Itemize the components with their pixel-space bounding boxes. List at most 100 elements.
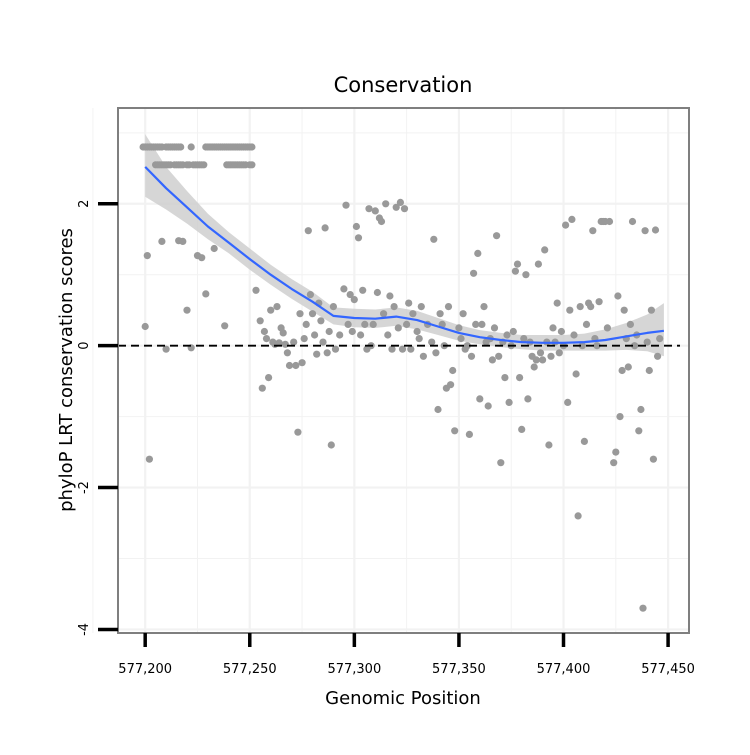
data-point — [394, 324, 402, 332]
data-point — [177, 143, 185, 151]
data-point — [340, 285, 348, 293]
data-point — [654, 352, 662, 360]
data-point — [459, 310, 467, 318]
data-point — [365, 205, 373, 213]
data-point — [396, 198, 404, 206]
data-point — [256, 317, 264, 325]
data-point — [490, 324, 499, 332]
data-point — [649, 455, 658, 463]
data-point — [248, 143, 256, 151]
confidence-ribbon — [145, 134, 664, 357]
data-point — [582, 320, 591, 328]
data-point — [593, 342, 601, 350]
y-tick-label: 2 — [77, 200, 92, 208]
data-point — [595, 298, 603, 306]
data-point — [198, 254, 206, 262]
data-point — [398, 345, 407, 353]
data-point — [605, 217, 614, 226]
data-point — [354, 234, 363, 242]
data-point — [656, 335, 664, 343]
data-point — [336, 331, 344, 339]
data-point — [612, 448, 620, 456]
data-point — [419, 352, 427, 360]
data-point — [279, 329, 287, 337]
data-point — [430, 235, 438, 243]
data-point — [390, 303, 398, 311]
data-point — [610, 459, 618, 467]
data-point — [474, 249, 482, 257]
data-point — [296, 310, 304, 318]
x-tick-label: 577,350 — [432, 662, 486, 677]
data-point — [145, 455, 153, 463]
data-point — [187, 143, 195, 151]
x-tick-label: 577,300 — [327, 662, 381, 677]
data-point — [434, 405, 442, 414]
data-point — [616, 413, 624, 421]
data-point — [350, 296, 358, 304]
chart-title: Conservation — [334, 73, 473, 97]
data-point — [179, 237, 187, 245]
data-point — [417, 303, 425, 311]
data-point — [628, 217, 637, 226]
data-point — [580, 437, 589, 445]
data-point — [589, 227, 597, 235]
data-point — [221, 322, 229, 330]
data-point — [403, 320, 411, 328]
data-point — [436, 310, 444, 318]
data-point — [566, 306, 574, 314]
data-point — [470, 269, 478, 277]
data-point — [262, 335, 271, 343]
data-point — [306, 291, 314, 299]
data-point — [570, 331, 578, 339]
x-tick-label: 577,250 — [223, 662, 277, 677]
data-point — [329, 303, 337, 311]
data-point — [258, 384, 266, 392]
data-point — [265, 374, 273, 382]
data-point — [361, 320, 369, 328]
data-point — [141, 322, 149, 331]
x-tick-label: 577,450 — [641, 662, 695, 677]
data-point — [465, 430, 473, 438]
data-point — [252, 286, 260, 294]
data-point — [497, 459, 505, 467]
data-point — [369, 320, 377, 328]
data-point — [357, 331, 365, 339]
data-point — [641, 227, 649, 235]
data-point — [564, 398, 572, 406]
data-point — [511, 267, 519, 275]
data-point — [342, 201, 350, 209]
data-point — [476, 395, 484, 403]
smooth-line — [144, 166, 665, 344]
data-point — [400, 205, 409, 213]
data-point — [576, 303, 584, 311]
data-point — [283, 349, 291, 357]
data-point — [631, 342, 639, 350]
x-tick-label: 577,200 — [118, 662, 172, 677]
data-point — [505, 398, 513, 406]
data-point — [327, 441, 335, 449]
data-point — [520, 335, 528, 343]
data-point — [359, 286, 367, 294]
data-point — [501, 374, 509, 382]
data-point — [294, 428, 302, 436]
data-point — [488, 356, 496, 364]
data-point — [480, 303, 488, 311]
data-point — [325, 327, 333, 336]
data-point — [344, 320, 352, 328]
data-point — [281, 340, 289, 348]
data-point — [647, 306, 656, 314]
ribbon-layer — [145, 134, 664, 357]
data-point — [455, 324, 463, 332]
data-point — [624, 363, 632, 371]
data-point — [377, 217, 386, 226]
data-point — [467, 352, 476, 360]
data-point — [300, 335, 308, 343]
data-point — [183, 306, 191, 314]
data-point — [639, 604, 647, 612]
data-point — [651, 226, 660, 234]
data-point — [549, 324, 557, 332]
y-tick-label: -2 — [77, 481, 92, 494]
data-point — [409, 310, 417, 318]
data-point — [415, 335, 423, 343]
data-point — [620, 306, 628, 314]
